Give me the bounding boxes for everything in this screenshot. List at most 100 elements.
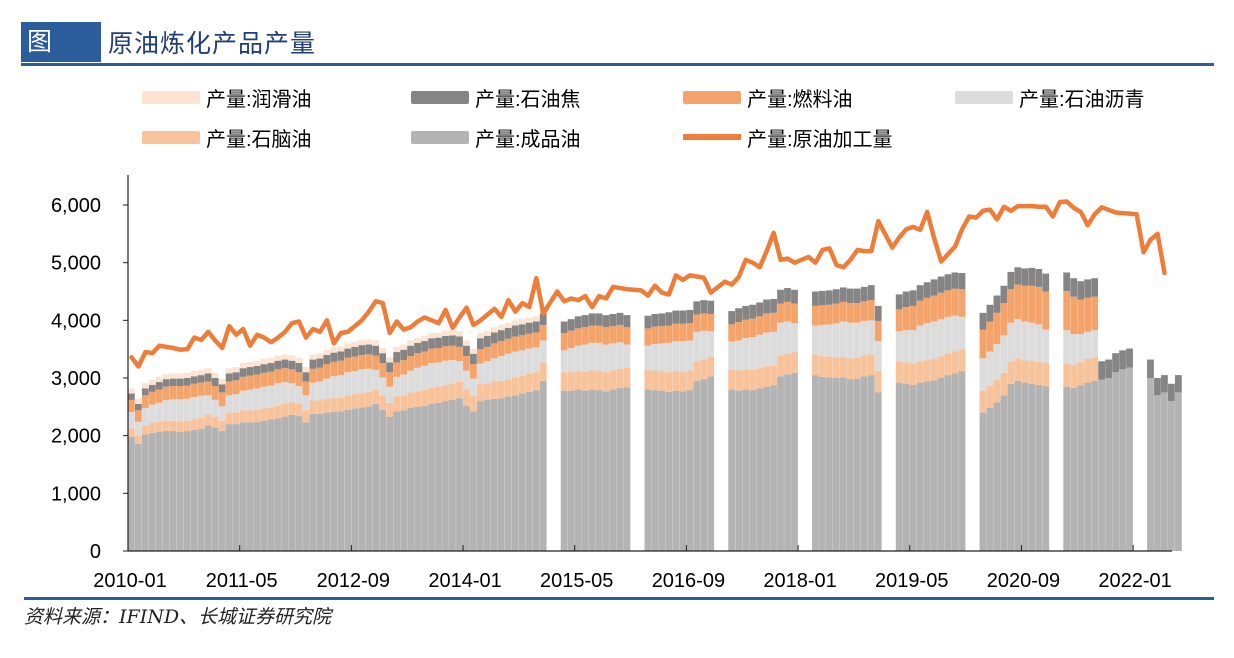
bar-segment [246,367,254,376]
bar-segment [944,274,952,291]
figure-title: 原油炼化产品产量 [108,29,317,58]
bar-segment [232,412,240,425]
bar-segment [204,395,212,415]
x-tick-label: 2022-01 [1098,570,1171,592]
bar-segment [176,399,184,422]
bar-segment [923,360,931,382]
bar-segment [183,378,191,386]
bar-segment [1168,383,1175,402]
bar-segment [665,325,673,343]
bar-segment [337,360,345,376]
legend-label: 产量:燃料油 [747,88,853,111]
bar-segment [518,324,526,336]
bar-segment [539,324,547,341]
bar-segment [735,390,743,551]
bar-segment [148,404,156,423]
bar-segment [1042,363,1050,387]
bar-segment [895,361,903,383]
bar-segment [504,379,512,397]
bar-segment [428,333,435,339]
bar-segment [393,376,401,397]
bar-segment [281,403,289,417]
bar-segment [386,362,394,373]
bar-segment [414,367,421,392]
bar-segment [497,356,505,381]
bar-segment [323,349,331,355]
bar-segment [379,348,387,354]
bar-segment [1042,273,1050,292]
bar-segment [1035,286,1043,325]
bar-segment [784,353,791,375]
bar-segment [770,331,777,366]
bar-segment [763,313,770,333]
bar-segment [1014,319,1022,359]
bar-segment [211,416,219,428]
bar-segment [867,375,875,551]
legend-item: 产量:润滑油 [142,84,312,111]
bar-segment [365,344,373,355]
bar-segment [930,380,938,551]
legend-swatch [142,130,200,144]
bar-segment [846,358,854,380]
bar-segment [749,390,756,551]
bar-segment [330,376,338,399]
bar-segment [539,380,547,551]
bar-segment [525,333,533,349]
x-tick-label: 2019-05 [875,570,948,592]
bar-segment [1007,271,1015,290]
bar-segment [218,384,226,393]
bar-segment [400,410,407,551]
bar-segment [428,403,435,551]
bar-segment [435,386,442,403]
bar-segment [902,330,910,363]
bar-segment [658,343,666,372]
bar-segment [456,336,463,347]
bar-segment [735,340,743,371]
bar-segment [693,361,701,381]
bar-segment [400,344,407,350]
bar-segment [407,392,414,408]
bar-segment [421,341,428,352]
bar-segment [651,370,659,391]
bar-segment [1105,359,1112,378]
bar-segment [1084,279,1092,298]
bar-segment [428,348,435,364]
bar-segment [742,338,750,370]
bar-segment [225,395,233,413]
bar-segment [351,356,359,372]
bar-segment [288,383,296,403]
bar-segment [581,371,589,391]
bar-segment [581,390,589,551]
bar-segment [518,335,526,351]
bar-segment [986,407,994,551]
bar-segment [1007,322,1015,362]
bar-segment [393,411,401,551]
bar-segment [232,367,240,373]
bar-segment [1175,375,1182,393]
bar-segment [1000,303,1008,336]
bar-segment [449,399,456,551]
bar-segment [169,378,177,387]
bar-segment [595,371,603,391]
bar-segment [623,344,631,368]
bar-segment [846,303,854,323]
bar-segment [763,332,770,367]
bar-segment [302,422,310,551]
bar-segment [407,407,414,551]
bar-segment [749,337,756,370]
bar-segment [407,345,414,357]
bar-segment [826,377,833,551]
bar-segment [267,363,275,372]
bar-segment [700,313,708,331]
bar-segment [379,363,387,378]
bar-segment [442,401,449,551]
bar-segment [134,403,142,411]
bar-segment [860,301,868,321]
bar-segment [211,399,219,417]
bar-segment [511,377,519,396]
bar-segment [463,340,470,346]
bar-segment [155,421,163,432]
bar-segment [609,313,617,327]
bar-segment [539,313,547,325]
bar-segment [477,338,484,350]
